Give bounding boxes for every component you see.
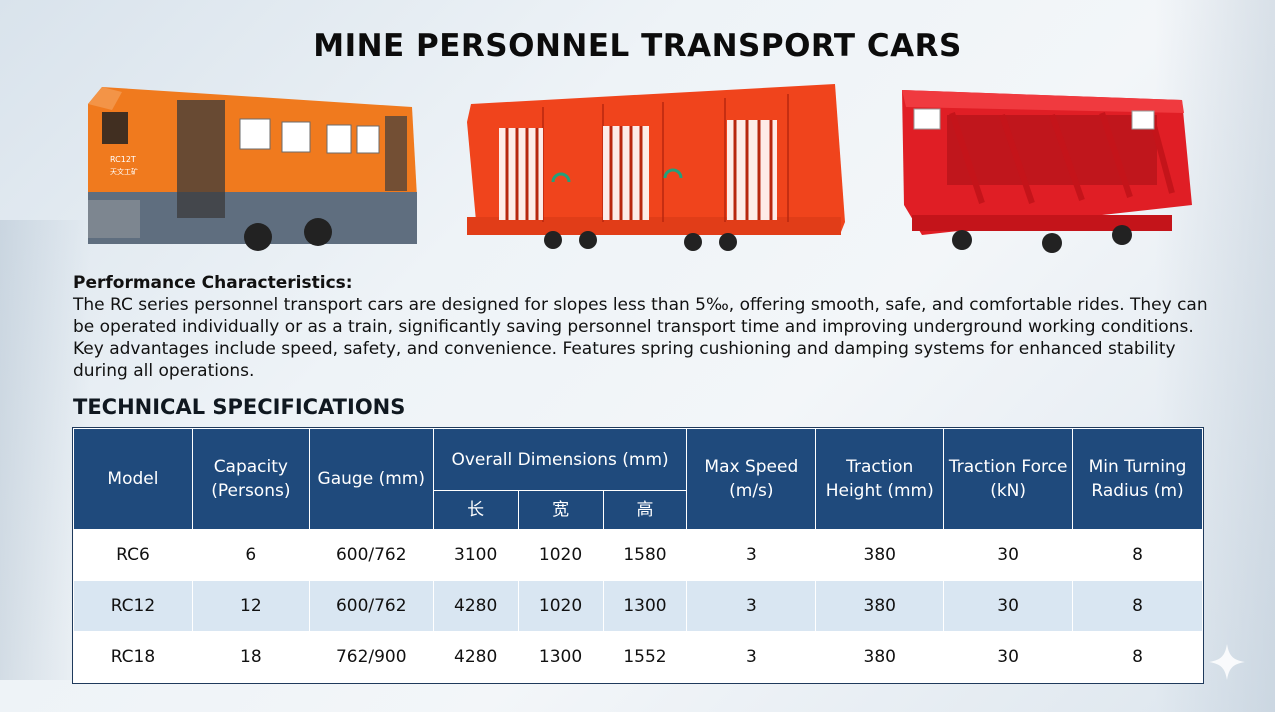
cell-traction-height: 380 [815, 529, 945, 581]
table-row: RC12 12 600/762 4280 1020 1300 3 380 30 … [73, 580, 1203, 632]
column-header-traction-height: Traction Height (mm) [815, 428, 945, 530]
performance-description: The RC series personnel transport cars a… [73, 295, 1208, 381]
cell-speed: 3 [686, 631, 817, 683]
cell-speed: 3 [686, 529, 817, 581]
column-header-dimensions: Overall Dimensions (mm) [432, 428, 688, 491]
table-row: RC18 18 762/900 4280 1300 1552 3 380 30 … [73, 631, 1203, 683]
column-header-width: 宽 [517, 490, 604, 530]
column-header-capacity: Capacity (Persons) [191, 428, 310, 530]
cell-speed: 3 [686, 580, 817, 632]
open-red-personnel-car-image [892, 85, 1197, 260]
cell-traction-force: 30 [943, 580, 1074, 632]
column-header-gauge: Gauge (mm) [308, 428, 434, 530]
column-header-turning-radius: Min Turning Radius (m) [1072, 428, 1203, 530]
cell-traction-force: 30 [943, 631, 1074, 683]
orange-locomotive-car-image: RC12T 天文工矿 [82, 82, 422, 257]
cell-length: 4280 [432, 631, 519, 683]
column-header-model: Model [73, 428, 193, 530]
car-brand: 天文工矿 [110, 167, 138, 176]
cell-capacity: 6 [191, 529, 310, 581]
cell-length: 3100 [432, 529, 519, 581]
specifications-table: Model Capacity (Persons) Gauge (mm) Over… [72, 427, 1204, 684]
column-header-max-speed: Max Speed (m/s) [686, 428, 817, 530]
cell-height: 1580 [602, 529, 688, 581]
column-header-traction-force: Traction Force (kN) [943, 428, 1074, 530]
cell-width: 1300 [517, 631, 604, 683]
cell-gauge: 762/900 [308, 631, 434, 683]
cell-traction-height: 380 [815, 580, 945, 632]
cell-length: 4280 [432, 580, 519, 632]
cell-height: 1300 [602, 580, 688, 632]
column-header-height: 高 [602, 490, 688, 530]
car-plate: RC12T [110, 155, 136, 164]
cell-model: RC18 [73, 631, 193, 683]
performance-section: Performance Characteristics: The RC seri… [73, 272, 1213, 382]
cell-capacity: 18 [191, 631, 310, 683]
cell-width: 1020 [517, 580, 604, 632]
cell-height: 1552 [602, 631, 688, 683]
cell-traction-height: 380 [815, 631, 945, 683]
performance-heading: Performance Characteristics: [73, 273, 353, 293]
enclosed-red-personnel-car-image [463, 82, 853, 257]
cell-gauge: 600/762 [308, 580, 434, 632]
cell-turning-radius: 8 [1072, 580, 1203, 632]
column-header-length: 长 [432, 490, 519, 530]
cell-turning-radius: 8 [1072, 529, 1203, 581]
cell-turning-radius: 8 [1072, 631, 1203, 683]
sparkle-icon [1207, 642, 1247, 682]
table-row: RC6 6 600/762 3100 1020 1580 3 380 30 8 [73, 529, 1203, 581]
cell-traction-force: 30 [943, 529, 1074, 581]
page-title: MINE PERSONNEL TRANSPORT CARS [313, 28, 962, 64]
cell-model: RC12 [73, 580, 193, 632]
specifications-heading: TECHNICAL SPECIFICATIONS [73, 395, 406, 419]
cell-gauge: 600/762 [308, 529, 434, 581]
cell-width: 1020 [517, 529, 604, 581]
cell-capacity: 12 [191, 580, 310, 632]
cell-model: RC6 [73, 529, 193, 581]
